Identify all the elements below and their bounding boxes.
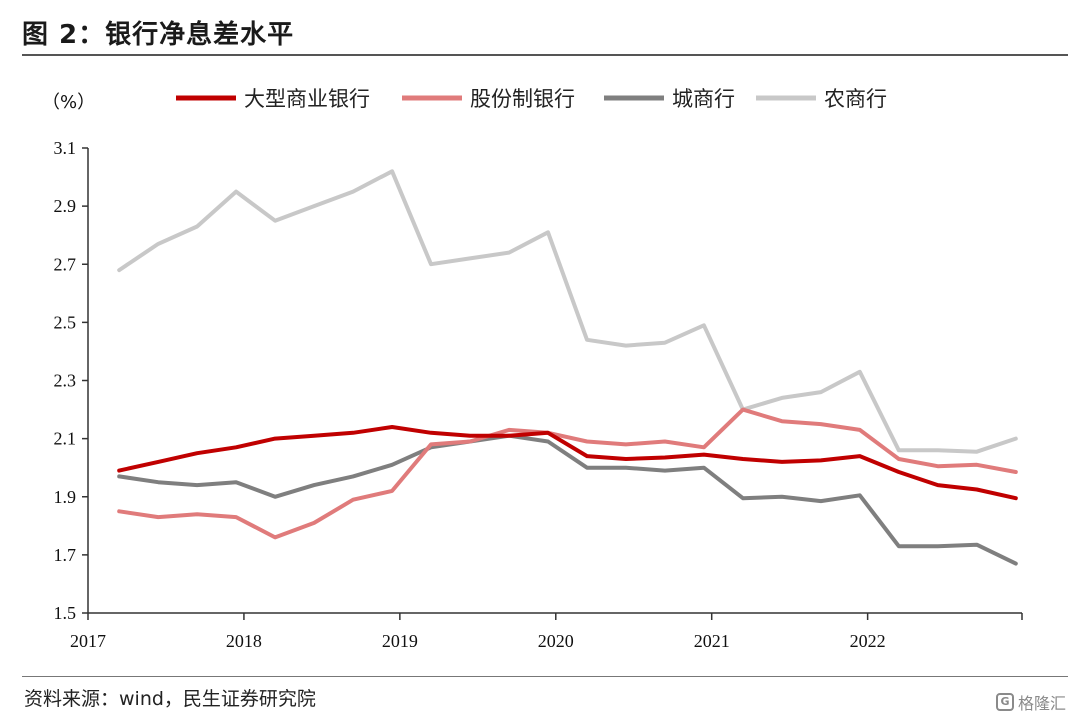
x-tick-label: 2022 <box>850 631 886 651</box>
legend-label: 大型商业银行 <box>244 87 370 111</box>
legend-item-0: 大型商业银行 <box>176 87 370 111</box>
legend-label: 城商行 <box>672 87 735 111</box>
y-tick-label: 3.1 <box>54 138 77 158</box>
y-tick-label: 2.5 <box>54 312 77 332</box>
series-line-1 <box>117 407 1018 540</box>
legend-label: 农商行 <box>824 87 887 111</box>
y-axis-label: （%） <box>42 92 95 113</box>
legend: 大型商业银行 股份制银行 城商行 农商行 <box>176 87 887 111</box>
watermark-logo-icon: G <box>995 693 1014 711</box>
x-tick-label: 2019 <box>382 631 418 651</box>
y-tick-label: 1.5 <box>54 603 77 623</box>
legend-item-1: 股份制银行 <box>402 87 575 111</box>
series-line-2 <box>117 433 1018 566</box>
y-tick-label: 2.9 <box>54 196 77 216</box>
series-line-0 <box>117 425 1018 501</box>
source-note: 资料来源：wind，民生证券研究院 <box>24 688 316 710</box>
x-tick-label: 2021 <box>694 631 730 651</box>
source-divider <box>22 676 1068 677</box>
x-tick-label: 2020 <box>538 631 574 651</box>
legend-label: 股份制银行 <box>470 87 575 111</box>
watermark: G 格隆汇 <box>995 690 1066 714</box>
line-chart: 1.5 1.7 1.9 2.1 2.3 2.5 2.7 2.9 3.1 2017 2018 2019 2… <box>42 87 1023 651</box>
series-lines <box>117 169 1018 566</box>
axes: 1.5 1.7 1.9 2.1 2.3 2.5 2.7 2.9 3.1 2017 2018 2019 2… <box>54 138 1023 651</box>
legend-item-2: 城商行 <box>604 87 735 111</box>
x-tick-label: 2018 <box>226 631 262 651</box>
chart-title: 图 2：银行净息差水平 <box>22 20 295 50</box>
y-tick-label: 1.9 <box>54 487 77 507</box>
title-underline <box>22 54 1068 56</box>
watermark-text: 格隆汇 <box>1017 694 1066 713</box>
y-tick-label: 2.1 <box>54 429 77 449</box>
y-tick-label: 2.3 <box>54 371 77 391</box>
series-line-3 <box>117 169 1018 454</box>
y-tick-label: 2.7 <box>54 254 77 274</box>
x-tick-label: 2017 <box>70 631 106 651</box>
legend-item-3: 农商行 <box>756 87 887 111</box>
y-tick-label: 1.7 <box>54 545 77 565</box>
